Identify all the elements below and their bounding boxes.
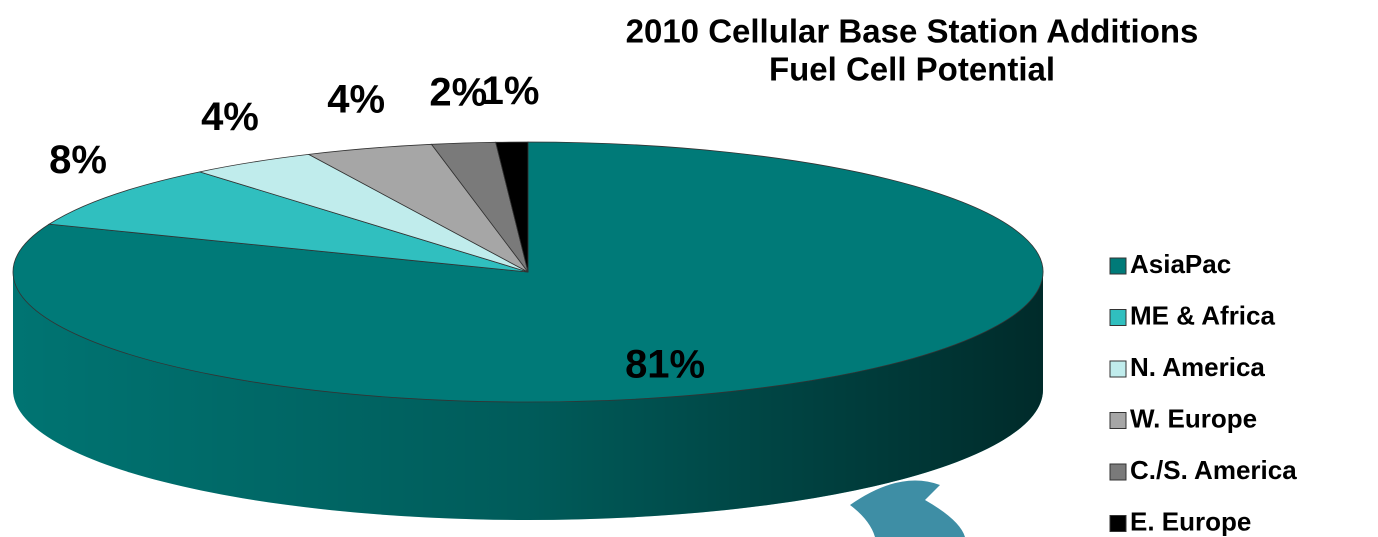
legend-label: N. America bbox=[1130, 352, 1265, 382]
slice bbox=[495, 141, 529, 273]
legend-swatch bbox=[1109, 463, 1127, 481]
slice bbox=[47, 171, 529, 273]
data-label: 1% bbox=[482, 69, 540, 113]
data-label: 81% bbox=[625, 343, 705, 387]
legend-swatch bbox=[1109, 412, 1127, 429]
legend-swatch bbox=[1109, 309, 1127, 326]
chart-subtitle: Fuel Cell Potential bbox=[769, 51, 1055, 88]
side-shade bbox=[13, 272, 1043, 520]
legend-swatch bbox=[1109, 515, 1127, 532]
legend-label: ME & Africa bbox=[1130, 300, 1275, 330]
data-label: 2% bbox=[429, 70, 487, 114]
data-label: 4% bbox=[201, 95, 259, 139]
legend-swatch bbox=[1109, 257, 1127, 275]
legend-label: E. Europe bbox=[1130, 506, 1251, 536]
chart-title: 2010 Cellular Base Station Additions bbox=[626, 13, 1199, 50]
legend: AsiaPac ME & Africa N. America W. Europe C./… bbox=[1109, 249, 1297, 536]
pie: 81% 8% 4% 4% 2%1% bbox=[12, 69, 1044, 520]
legend-label: W. Europe bbox=[1130, 403, 1257, 433]
data-label: 4% bbox=[327, 77, 385, 121]
legend-swatch bbox=[1109, 360, 1127, 378]
legend-label: AsiaPac bbox=[1130, 249, 1231, 279]
data-label: 8% bbox=[49, 138, 107, 182]
arrow-decoration bbox=[850, 480, 965, 537]
legend-label: C./S. America bbox=[1130, 455, 1297, 485]
